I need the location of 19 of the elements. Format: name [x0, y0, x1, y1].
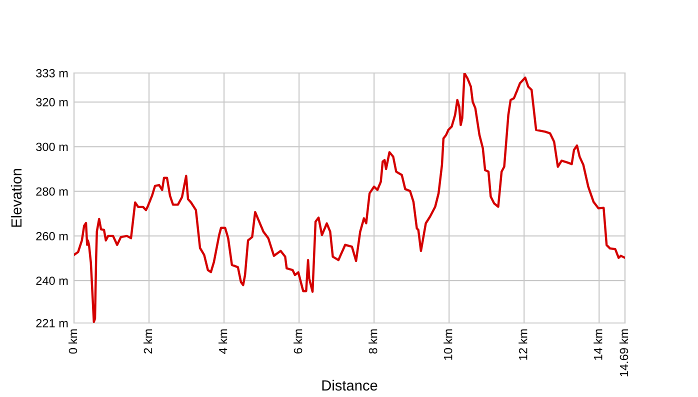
x-axis-title: Distance [322, 380, 378, 391]
y-tick-label: 300 m [36, 142, 68, 152]
x-tick-label: 10 km [444, 329, 452, 360]
x-tick-label: 14.69 km [619, 329, 628, 376]
x-tick-label: 6 km [294, 329, 302, 354]
y-tick-label: 221 m [36, 319, 68, 328]
y-tick-label: 320 m [36, 98, 68, 106]
x-tick-label: 14 km [594, 329, 602, 360]
y-axis-title: Elevation [10, 168, 22, 227]
x-tick-label: 0 km [68, 329, 78, 354]
line-series [74, 73, 625, 323]
x-tick-label: 2 km [144, 329, 152, 354]
y-tick-label: 333 m [36, 69, 68, 78]
y-tick-label: 260 m [36, 232, 68, 240]
x-tick-label: 4 km [218, 329, 228, 354]
x-tick-label: 8 km [368, 329, 378, 354]
y-tick-label: 280 m [36, 187, 68, 196]
y-tick-label: 240 m [36, 276, 68, 285]
x-tick-label: 12 km [518, 329, 528, 360]
